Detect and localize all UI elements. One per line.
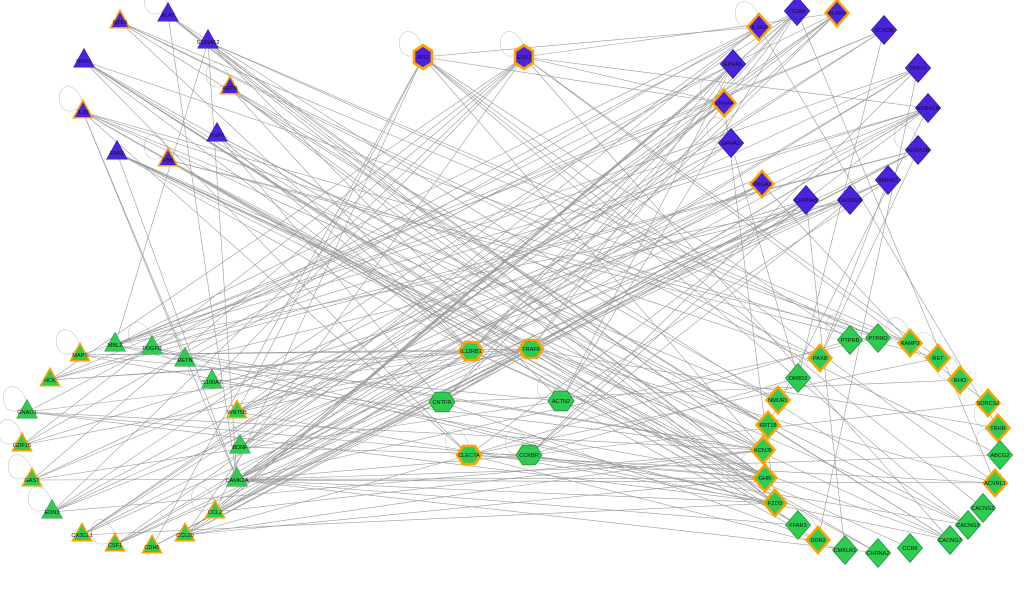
svg-text:TRHR: TRHR — [990, 426, 1006, 432]
svg-text:S100A7: S100A7 — [202, 380, 222, 386]
svg-text:IRS1: IRS1 — [417, 55, 429, 61]
svg-text:ALAT: ALAT — [161, 13, 175, 19]
svg-text:CACNG3: CACNG3 — [956, 523, 979, 529]
svg-text:EPHA5: EPHA5 — [724, 62, 742, 68]
svg-text:CAMK2A: CAMK2A — [225, 478, 248, 484]
svg-text:ARTN: ARTN — [222, 86, 237, 92]
svg-text:ADRA1B: ADRA1B — [907, 148, 930, 154]
svg-text:SCN3B: SCN3B — [875, 28, 894, 34]
svg-text:IL1R2: IL1R2 — [752, 25, 767, 31]
svg-text:EDN3: EDN3 — [45, 510, 60, 516]
svg-text:CACNG7: CACNG7 — [938, 538, 961, 544]
svg-text:KCNJ5: KCNJ5 — [754, 448, 772, 454]
svg-text:ESR2: ESR2 — [517, 55, 532, 61]
svg-text:EPHA4: EPHA4 — [715, 101, 733, 107]
svg-text:FGF6: FGF6 — [210, 133, 224, 139]
svg-text:CHRNA2: CHRNA2 — [866, 551, 889, 557]
svg-text:CCR6: CCR6 — [902, 546, 917, 552]
svg-text:CMKLR1: CMKLR1 — [834, 548, 857, 554]
svg-text:GHR: GHR — [759, 476, 771, 482]
svg-text:PAX8: PAX8 — [813, 356, 827, 362]
svg-text:RETN: RETN — [177, 358, 192, 364]
svg-text:CNTFR: CNTFR — [433, 400, 452, 406]
svg-text:FNB1: FNB1 — [110, 151, 124, 157]
svg-text:PDGFB: PDGFB — [142, 346, 162, 352]
svg-text:TRAF6: TRAF6 — [522, 347, 540, 353]
svg-text:KRT18: KRT18 — [759, 423, 776, 429]
svg-text:PTPRO: PTPRO — [868, 336, 888, 342]
svg-text:SORCS2: SORCS2 — [976, 401, 999, 407]
svg-text:CCL20: CCL20 — [176, 533, 193, 539]
svg-text:CLEC7A: CLEC7A — [458, 453, 480, 459]
svg-text:S100A12: S100A12 — [196, 40, 219, 46]
svg-text:OR8D2: OR8D2 — [789, 376, 808, 382]
svg-text:CCKBR: CCKBR — [519, 453, 539, 459]
svg-text:NMUR1: NMUR1 — [768, 398, 788, 404]
svg-text:ACVRL1: ACVRL1 — [984, 481, 1006, 487]
svg-text:EPHA3: EPHA3 — [722, 141, 740, 147]
svg-text:BDNF: BDNF — [232, 445, 248, 451]
svg-text:ACTN2: ACTN2 — [552, 399, 570, 405]
svg-text:TRPV1: TRPV1 — [909, 66, 927, 72]
svg-text:CSF1: CSF1 — [108, 543, 122, 549]
svg-text:IL12RB1: IL12RB1 — [460, 349, 482, 355]
svg-text:AMHR2: AMHR2 — [878, 178, 898, 184]
svg-text:CCL2: CCL2 — [208, 510, 222, 516]
svg-text:MBL2: MBL2 — [108, 343, 123, 349]
svg-text:CACNG2: CACNG2 — [971, 506, 994, 512]
svg-text:RAMP3: RAMP3 — [900, 341, 919, 347]
svg-text:HCK: HCK — [44, 378, 56, 384]
svg-text:RET: RET — [932, 356, 944, 362]
svg-text:FFAR3: FFAR3 — [789, 523, 806, 529]
svg-text:CDH5: CDH5 — [144, 545, 159, 551]
svg-text:PTPRB: PTPRB — [841, 338, 860, 344]
svg-text:NRG1: NRG1 — [76, 59, 92, 65]
svg-text:DDR2: DDR2 — [810, 538, 825, 544]
svg-text:RHO: RHO — [954, 378, 967, 384]
svg-text:MAPT: MAPT — [72, 353, 88, 359]
svg-text:CHRNA5: CHRNA5 — [794, 198, 817, 204]
svg-text:NTF3: NTF3 — [113, 20, 127, 26]
svg-text:IL20: IL20 — [78, 110, 89, 116]
svg-text:KLRF1: KLRF1 — [828, 11, 845, 17]
svg-text:ABCG2: ABCG2 — [991, 453, 1010, 459]
svg-text:ADRA1A: ADRA1A — [917, 106, 940, 112]
svg-text:ITGA8: ITGA8 — [789, 9, 805, 15]
svg-text:CNGA3: CNGA3 — [752, 182, 771, 188]
svg-text:CACNG5: CACNG5 — [838, 198, 861, 204]
svg-text:GAST: GAST — [24, 478, 40, 484]
svg-text:FBK: FBK — [163, 158, 174, 164]
svg-text:GDF15: GDF15 — [13, 443, 31, 449]
svg-text:WNT5B: WNT5B — [227, 410, 247, 416]
svg-text:GNAO1: GNAO1 — [17, 410, 37, 416]
svg-text:CX3CL1: CX3CL1 — [71, 533, 92, 539]
svg-text:FZD3: FZD3 — [768, 501, 782, 507]
